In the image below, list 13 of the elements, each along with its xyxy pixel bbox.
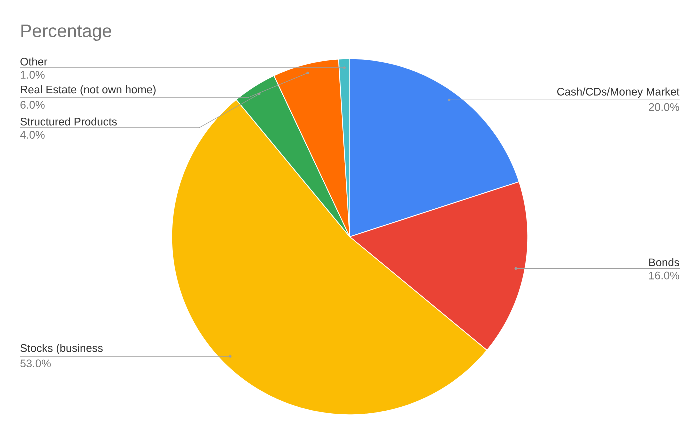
data-label: 20.0% [649, 103, 680, 112]
data-label: 6.0% [20, 101, 45, 109]
slice-label: Bonds [650, 258, 680, 266]
slice-label: Other [20, 58, 48, 66]
data-label: 16.0% [649, 272, 680, 280]
slice-label: Real Estate (not own home) [21, 86, 156, 96]
slice-label: Cash/CDs/Money Market [557, 88, 680, 98]
chart-title: Percentage [22, 24, 112, 42]
data-label: 1.0% [21, 71, 45, 79]
data-label: 53.0% [20, 360, 51, 368]
data-label: 4.0% [20, 131, 45, 139]
slice-label: Stocks (business [20, 344, 103, 354]
slice-label: Structured Products [20, 118, 118, 126]
